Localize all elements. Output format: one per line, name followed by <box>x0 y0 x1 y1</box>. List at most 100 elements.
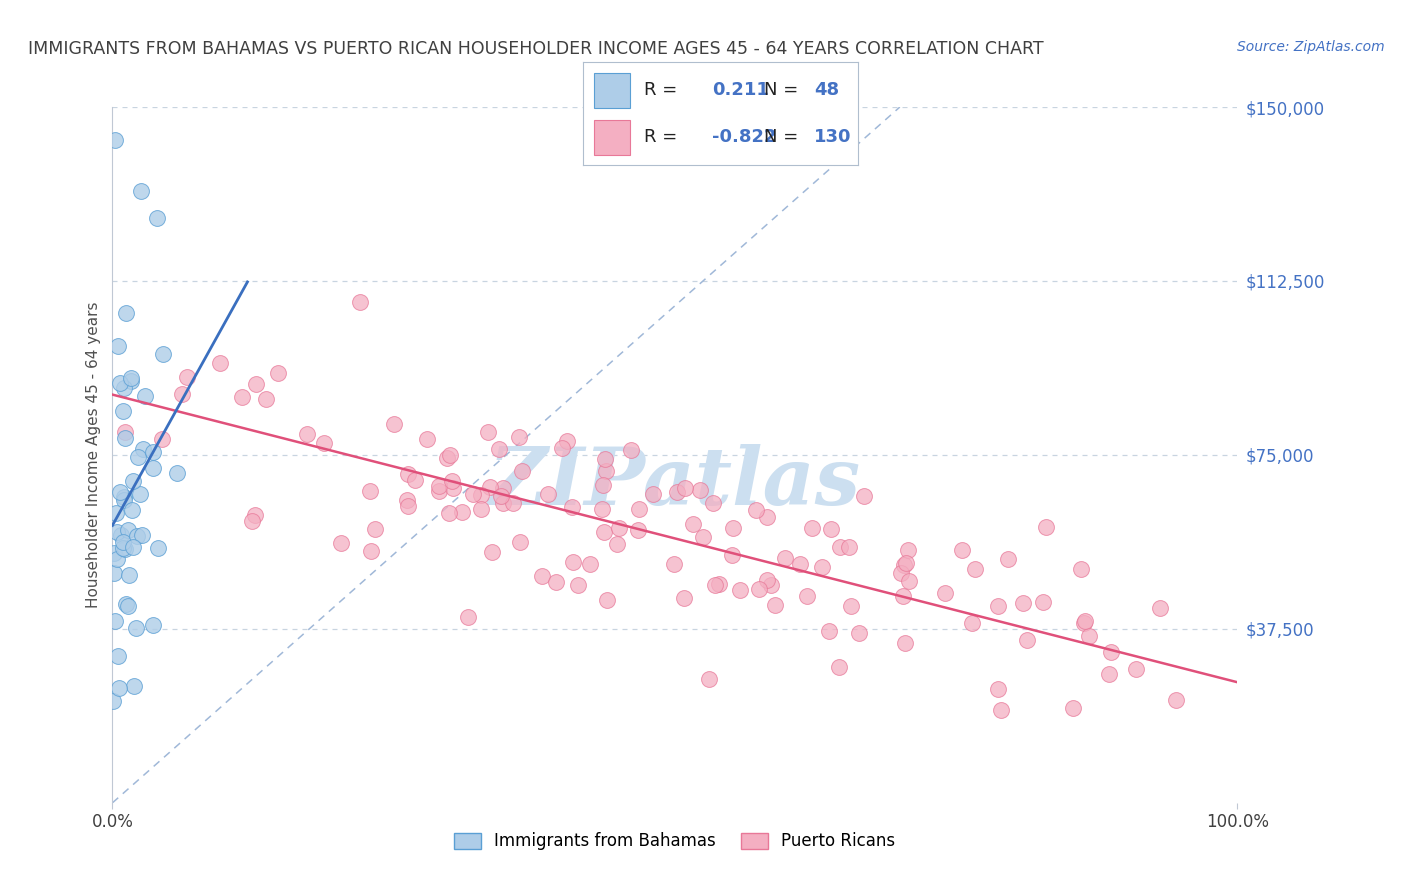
Point <box>115 597 138 611</box>
Point <box>441 481 464 495</box>
Point <box>481 545 503 559</box>
Point <box>477 425 499 439</box>
Point <box>104 132 127 146</box>
Point <box>579 557 602 571</box>
Point <box>122 680 145 694</box>
Bar <box>595 120 630 155</box>
Point <box>170 387 193 401</box>
Point <box>704 577 727 591</box>
Point <box>990 703 1012 717</box>
Point <box>103 546 125 560</box>
Point <box>744 503 766 517</box>
Point <box>894 556 917 570</box>
Point <box>1098 667 1121 681</box>
Point <box>934 585 956 599</box>
Point <box>489 489 512 503</box>
Point <box>593 452 616 467</box>
Point <box>132 442 155 456</box>
Point <box>537 487 560 501</box>
Point <box>1015 632 1038 647</box>
Point <box>893 589 915 603</box>
Point <box>360 544 382 558</box>
Point <box>562 555 585 569</box>
Text: 130: 130 <box>814 128 851 146</box>
Point <box>176 370 198 384</box>
Point <box>108 681 131 695</box>
Point <box>950 543 973 558</box>
Point <box>728 582 751 597</box>
Point <box>820 522 842 536</box>
Point <box>120 371 142 385</box>
Point <box>231 390 253 404</box>
Point <box>1125 662 1147 676</box>
Point <box>748 582 770 596</box>
Point <box>890 566 912 580</box>
Point <box>1099 645 1122 659</box>
Point <box>118 568 141 582</box>
Point <box>112 381 135 395</box>
Point <box>121 474 143 488</box>
Point <box>897 574 920 588</box>
Point <box>127 450 149 465</box>
Point <box>502 495 524 509</box>
Point <box>1074 614 1097 628</box>
Point <box>897 543 920 558</box>
Point <box>105 525 128 540</box>
Point <box>672 591 695 605</box>
Point <box>146 541 169 555</box>
Text: N =: N = <box>765 81 799 99</box>
Point <box>146 211 169 226</box>
Point <box>427 484 450 499</box>
Point <box>125 621 148 635</box>
Point <box>1073 615 1095 630</box>
Point <box>773 551 796 566</box>
Point <box>101 694 124 708</box>
Point <box>112 490 135 504</box>
Point <box>692 530 714 544</box>
Point <box>382 417 405 431</box>
Point <box>470 488 492 502</box>
Point <box>142 461 165 475</box>
Point <box>122 540 145 554</box>
Text: Source: ZipAtlas.com: Source: ZipAtlas.com <box>1237 40 1385 54</box>
Point <box>828 540 851 554</box>
Point <box>416 433 439 447</box>
Point <box>627 501 650 516</box>
Point <box>555 434 578 448</box>
Point <box>112 534 135 549</box>
Point <box>297 427 319 442</box>
Point <box>117 599 139 614</box>
Text: R =: R = <box>644 128 678 146</box>
Point <box>763 598 786 612</box>
Point <box>245 376 267 391</box>
Point <box>756 573 779 587</box>
Point <box>121 503 143 517</box>
Point <box>110 376 132 390</box>
Point <box>1062 701 1084 715</box>
Point <box>1149 601 1171 615</box>
Point <box>107 339 129 353</box>
Point <box>436 450 458 465</box>
Point <box>759 578 782 592</box>
Point <box>796 589 818 603</box>
Point <box>131 528 153 542</box>
Point <box>478 480 501 494</box>
Point <box>1012 596 1035 610</box>
Point <box>620 443 643 458</box>
Point <box>697 672 720 686</box>
Point <box>450 505 472 519</box>
Point <box>134 389 156 403</box>
Point <box>508 430 530 444</box>
Point <box>437 506 460 520</box>
Point <box>987 682 1010 697</box>
Point <box>839 599 862 613</box>
Point <box>104 615 127 629</box>
Text: IMMIGRANTS FROM BAHAMAS VS PUERTO RICAN HOUSEHOLDER INCOME AGES 45 - 64 YEARS CO: IMMIGRANTS FROM BAHAMAS VS PUERTO RICAN … <box>28 40 1043 58</box>
Point <box>817 624 839 638</box>
Point <box>114 542 136 557</box>
Point <box>997 552 1019 566</box>
Point <box>103 566 125 580</box>
Point <box>593 525 616 540</box>
Point <box>721 548 744 562</box>
Point <box>254 392 277 406</box>
